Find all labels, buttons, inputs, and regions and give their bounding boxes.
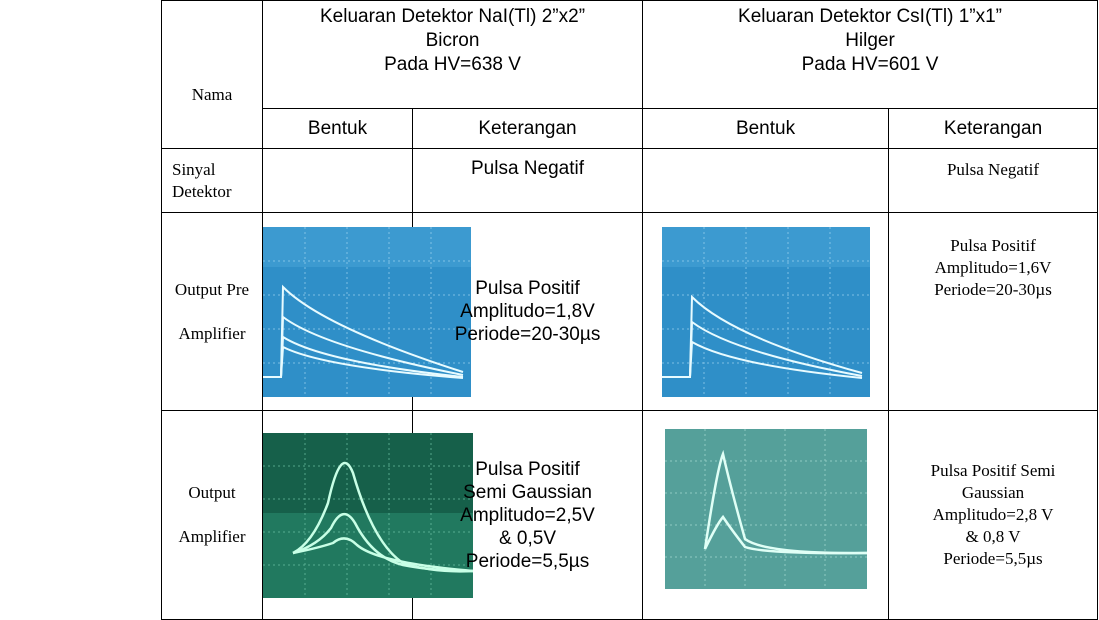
row: Output Pre Amplifier Pulsa Positif Ampli… bbox=[162, 213, 1098, 411]
note-cell: Pulsa Negatif bbox=[889, 149, 1098, 213]
name-line: Amplifier bbox=[162, 312, 262, 356]
note-cell: Pulsa Negatif bbox=[413, 149, 643, 213]
nama-header: Nama bbox=[162, 1, 263, 149]
scope-image bbox=[662, 227, 870, 397]
header-line: Keluaran Detektor NaI(Tl) 2”x2” bbox=[263, 5, 642, 29]
note-line: & 0,8 V bbox=[889, 526, 1097, 548]
shape-cell bbox=[643, 149, 889, 213]
name-line: Amplifier bbox=[162, 515, 262, 559]
row: Output Amplifier Pulsa Positif Semi Gaus… bbox=[162, 411, 1098, 620]
group-header: Keluaran Detektor NaI(Tl) 2”x2” Bicron P… bbox=[263, 1, 643, 109]
row: Sinyal Detektor Pulsa Negatif Pulsa Nega… bbox=[162, 149, 1098, 213]
name-line: Output bbox=[162, 471, 262, 515]
note-line: Pulsa Negatif bbox=[889, 159, 1097, 181]
note-line: Amplitudo=2,8 V bbox=[889, 504, 1097, 526]
subheader: Keterangan bbox=[889, 109, 1098, 149]
shape-cell bbox=[263, 213, 413, 411]
subheader: Bentuk bbox=[263, 109, 413, 149]
shape-cell bbox=[643, 213, 889, 411]
scope-image bbox=[263, 433, 473, 598]
scope-image bbox=[263, 227, 471, 397]
header-line: Keluaran Detektor CsI(Tl) 1”x1” bbox=[643, 5, 1097, 29]
subheader: Keterangan bbox=[413, 109, 643, 149]
row-name: Sinyal Detektor bbox=[162, 149, 263, 213]
name-line: Sinyal bbox=[172, 159, 262, 181]
note-cell: Pulsa Positif Semi Gaussian Amplitudo=2,… bbox=[889, 411, 1098, 620]
note-line: Pulsa Positif bbox=[889, 235, 1097, 257]
name-line: Output Pre bbox=[162, 268, 262, 312]
page: Nama Keluaran Detektor NaI(Tl) 2”x2” Bic… bbox=[0, 0, 1099, 619]
note-line: Periode=5,5µs bbox=[889, 548, 1097, 570]
note-line: Amplitudo=1,6V bbox=[889, 257, 1097, 279]
group-header: Keluaran Detektor CsI(Tl) 1”x1” Hilger P… bbox=[643, 1, 1098, 109]
subheader-row: Bentuk Keterangan Bentuk Keterangan bbox=[162, 109, 1098, 149]
note-line: Gaussian bbox=[889, 482, 1097, 504]
shape-cell bbox=[263, 411, 413, 620]
header-line: Hilger bbox=[643, 29, 1097, 53]
note-line: Pulsa Positif Semi bbox=[889, 460, 1097, 482]
header-line: Bicron bbox=[263, 29, 642, 53]
scope-image bbox=[665, 429, 867, 589]
header-text: Nama bbox=[192, 85, 233, 104]
header-row: Nama Keluaran Detektor NaI(Tl) 2”x2” Bic… bbox=[162, 1, 1098, 109]
note-line: Periode=20-30µs bbox=[889, 279, 1097, 301]
row-name: Output Pre Amplifier bbox=[162, 213, 263, 411]
name-line: Detektor bbox=[172, 181, 262, 203]
shape-cell bbox=[263, 149, 413, 213]
results-table: Nama Keluaran Detektor NaI(Tl) 2”x2” Bic… bbox=[161, 0, 1098, 620]
header-line: Pada HV=638 V bbox=[263, 53, 642, 77]
header-line: Pada HV=601 V bbox=[643, 53, 1097, 77]
shape-cell bbox=[643, 411, 889, 620]
note-line: Pulsa Negatif bbox=[413, 157, 642, 180]
subheader: Bentuk bbox=[643, 109, 889, 149]
row-name: Output Amplifier bbox=[162, 411, 263, 620]
note-cell: Pulsa Positif Amplitudo=1,6V Periode=20-… bbox=[889, 213, 1098, 411]
